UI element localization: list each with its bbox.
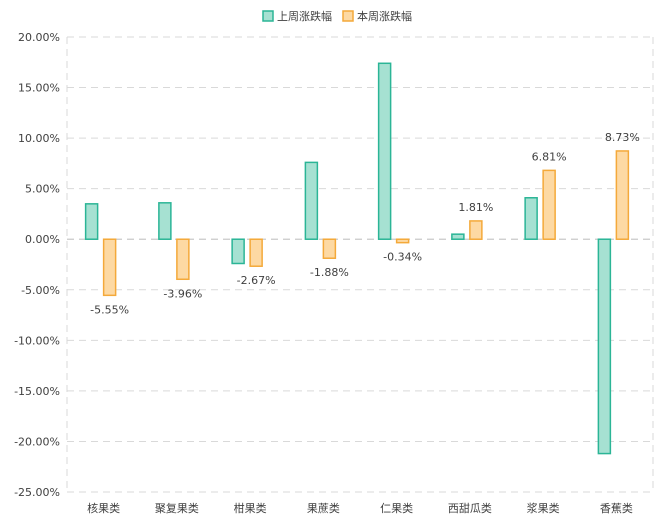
data-label: -0.34%	[383, 251, 422, 264]
y-tick-label: -5.00%	[21, 284, 60, 297]
bar-this-week	[176, 238, 190, 281]
data-label: -1.88%	[310, 266, 349, 279]
x-tick-label: 西甜瓜类	[448, 501, 492, 515]
legend-swatch	[262, 10, 274, 22]
data-labels: -5.55% -3.96% -2.67% -1.88% -0.34% 1.81% 6.81%…	[90, 131, 640, 316]
x-tick-label: 核果类	[87, 501, 120, 515]
x-tick-label: 浆果类	[527, 501, 560, 515]
bar-this-week	[322, 238, 337, 259]
bars	[84, 62, 630, 455]
y-tick-label: -20.00%	[14, 435, 60, 448]
bar-last-week	[84, 203, 99, 240]
data-label: 6.81%	[532, 150, 567, 163]
bar-this-week	[102, 238, 117, 297]
x-tick-label: 香蕉类	[600, 501, 633, 515]
bar-this-week	[542, 169, 556, 240]
y-tick-label: 5.00%	[25, 183, 60, 196]
y-tick-label: 0.00%	[25, 233, 60, 246]
data-label: 8.73%	[605, 131, 640, 144]
grid-lines	[66, 36, 654, 493]
bar-last-week	[304, 161, 319, 240]
legend-label: 本周涨跌幅	[357, 9, 412, 23]
data-label: -5.55%	[90, 303, 129, 316]
x-tick-label: 仁果类	[380, 501, 413, 515]
data-label: 1.81%	[458, 201, 493, 214]
bar-this-week	[469, 220, 483, 240]
x-tick-label: 柑果类	[234, 501, 267, 515]
y-tick-label: -10.00%	[14, 334, 60, 347]
bar-last-week	[231, 238, 245, 265]
x-tick-label: 果蔗类	[307, 501, 340, 515]
y-tick-label: 20.00%	[18, 31, 60, 44]
bar-last-week	[158, 202, 172, 240]
legend-label: 上周涨跌幅	[277, 9, 332, 23]
bar-last-week	[597, 238, 612, 455]
axes: 20.00% 15.00% 10.00% 5.00% 0.00% -5.00% -10.00…	[14, 31, 653, 515]
data-label: -2.67%	[237, 274, 276, 287]
y-tick-label: 10.00%	[18, 132, 60, 145]
y-tick-label: 15.00%	[18, 82, 60, 95]
bar-last-week	[524, 197, 538, 240]
bar-last-week	[377, 62, 392, 240]
data-label: -3.96%	[163, 287, 202, 300]
bar-this-week	[249, 238, 263, 267]
y-tick-label: -25.00%	[14, 486, 60, 499]
y-tick-label: -15.00%	[14, 385, 60, 398]
legend: 上周涨跌幅 本周涨跌幅	[262, 9, 412, 23]
bar-this-week	[395, 238, 410, 244]
bar-this-week	[615, 150, 630, 240]
x-tick-label: 聚复果类	[155, 501, 199, 515]
legend-swatch	[342, 10, 354, 22]
bar-last-week	[451, 233, 465, 240]
